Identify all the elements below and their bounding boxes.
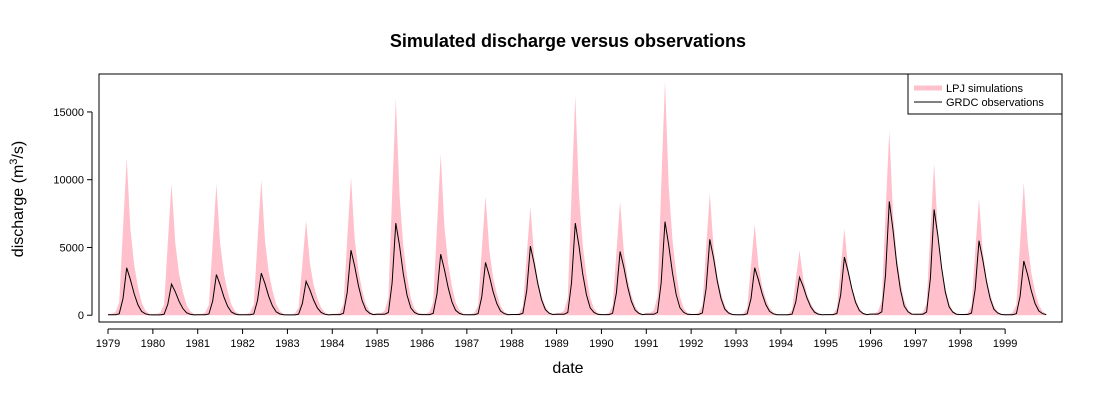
- x-tick-label: 1992: [679, 338, 703, 350]
- x-tick-label: 1993: [724, 338, 748, 350]
- y-axis-label-main: discharge (m: [10, 165, 27, 257]
- y-axis-label-tail: /s): [10, 141, 27, 159]
- legend: LPJ simulations GRDC observations: [907, 73, 1063, 115]
- plot-area: [108, 80, 1047, 316]
- x-tick-label: 1990: [589, 338, 613, 350]
- x-tick-label: 1979: [96, 338, 120, 350]
- grdc-observation-line: [108, 201, 1047, 316]
- lpj-simulation-path: [108, 80, 1047, 316]
- x-tick-label: 1981: [185, 338, 209, 350]
- legend-label-lpj: LPJ simulations: [946, 83, 1024, 95]
- legend-label-grdc: GRDC observations: [946, 97, 1044, 109]
- x-tick-label: 1987: [455, 338, 479, 350]
- x-tick-label: 1991: [634, 338, 658, 350]
- y-axis-label: discharge (m3/s): [8, 141, 27, 257]
- y-tick-label: 10000: [53, 175, 84, 187]
- x-tick-label: 1999: [993, 338, 1017, 350]
- x-tick-label: 1989: [544, 338, 568, 350]
- x-tick-label: 1982: [230, 338, 254, 350]
- x-tick-label: 1985: [365, 338, 389, 350]
- x-tick-label: 1988: [499, 338, 523, 350]
- legend-box: [907, 73, 1063, 115]
- x-tick-label: 1980: [141, 338, 165, 350]
- x-tick-label: 1983: [275, 338, 299, 350]
- y-axis-label-superscript: 3: [8, 159, 20, 165]
- y-tick-label: 5000: [60, 242, 84, 254]
- grdc-observation-path: [108, 201, 1047, 316]
- y-tick-label: 15000: [53, 107, 84, 119]
- x-tick-label: 1996: [858, 338, 882, 350]
- lpj-simulation-area: [108, 80, 1047, 316]
- y-tick-label: 0: [78, 310, 84, 322]
- x-tick-label: 1994: [769, 338, 793, 350]
- x-tick-label: 1984: [320, 338, 344, 350]
- plot-border: [98, 73, 1063, 323]
- x-tick-label: 1998: [948, 338, 972, 350]
- chart-title: Simulated discharge versus observations: [390, 31, 746, 51]
- x-tick-label: 1995: [813, 338, 837, 350]
- x-axis: 1979 1980 1981 1982 1983 1984 1985 1986 1987 1988…: [96, 328, 1017, 350]
- x-axis-label: date: [552, 360, 583, 377]
- x-tick-label: 1986: [410, 338, 434, 350]
- x-tick-label: 1997: [903, 338, 927, 350]
- y-axis: 0 5000 10000 15000: [53, 107, 93, 322]
